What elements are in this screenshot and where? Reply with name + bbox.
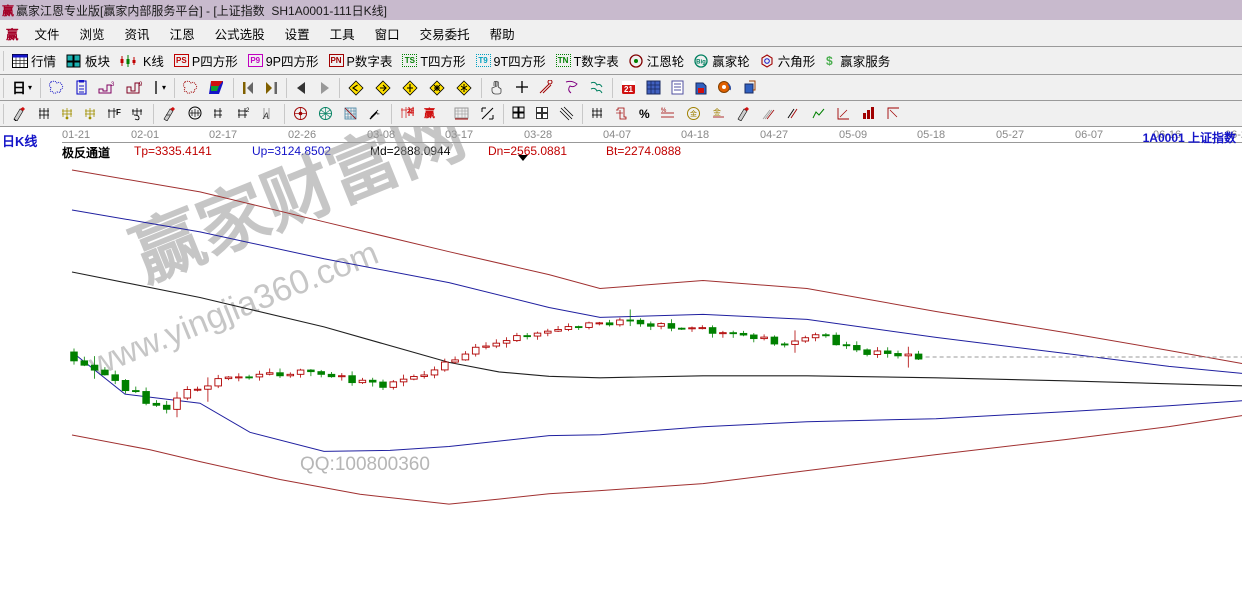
svg-text:3: 3 — [111, 82, 115, 88]
svg-text:%: % — [661, 108, 667, 114]
svg-text:2: 2 — [246, 108, 250, 114]
svg-text:": " — [377, 113, 380, 120]
svg-text:金: 金 — [713, 107, 721, 117]
svg-text:F: F — [116, 108, 121, 117]
svg-text:金: 金 — [690, 109, 697, 118]
svg-text:9: 9 — [139, 82, 143, 88]
svg-text:赢: 赢 — [424, 106, 435, 120]
svg-text:Big: Big — [696, 59, 706, 65]
svg-text:神: 神 — [407, 106, 414, 117]
svg-text:A: A — [262, 111, 269, 121]
svg-text:21: 21 — [624, 85, 633, 94]
svg-text:$: $ — [826, 54, 833, 68]
svg-text:%: % — [639, 107, 650, 121]
